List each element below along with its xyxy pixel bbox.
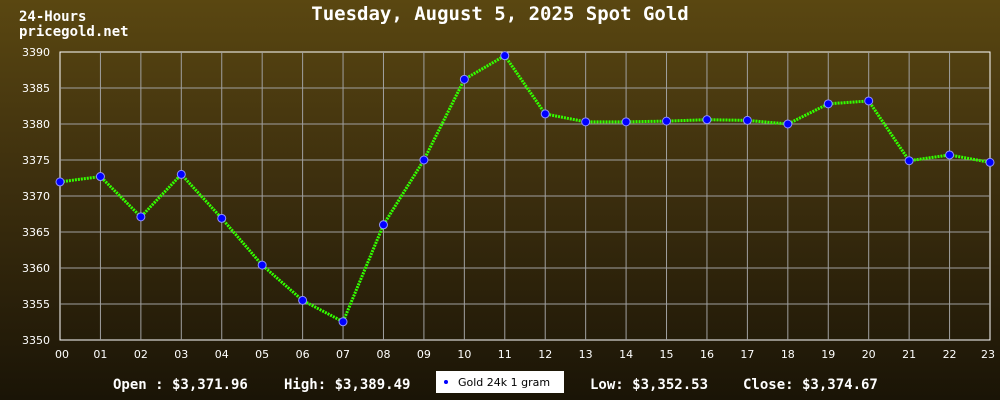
x-tick-label: 22	[943, 348, 957, 361]
x-tick-label: 14	[619, 348, 633, 361]
x-tick-label: 09	[417, 348, 431, 361]
site-label: pricegold.net	[19, 24, 129, 40]
data-point-marker	[419, 155, 429, 165]
x-tick-label: 05	[255, 348, 269, 361]
data-point-marker	[581, 117, 591, 127]
close-stat: Close: $3,374.67	[743, 377, 878, 393]
data-point-marker	[298, 295, 308, 305]
x-tick-label: 12	[538, 348, 552, 361]
open-stat: Open : $3,371.96	[113, 377, 248, 393]
data-point-marker	[500, 51, 510, 61]
low-stat: Low: $3,352.53	[590, 377, 709, 393]
x-tick-label: 08	[376, 348, 390, 361]
data-point-marker	[702, 115, 712, 125]
x-tick-label: 07	[336, 348, 350, 361]
legend-marker-swatch	[444, 380, 448, 384]
data-point-marker	[540, 109, 550, 119]
x-tick-label: 03	[174, 348, 188, 361]
period-label: 24-Hours	[19, 9, 87, 25]
y-tick-label: 3360	[22, 262, 50, 275]
x-tick-label: 21	[902, 348, 916, 361]
x-tick-label: 17	[740, 348, 754, 361]
data-point-marker	[985, 157, 995, 167]
data-point-marker	[95, 172, 105, 182]
legend-series-label: Gold 24k 1 gram	[458, 375, 551, 389]
data-point-marker	[378, 220, 388, 230]
x-tick-label: 16	[700, 348, 714, 361]
y-tick-label: 3370	[22, 190, 50, 203]
chart-legend: Gold 24k 1 gram	[436, 371, 564, 393]
y-tick-label: 3390	[22, 46, 50, 59]
y-tick-label: 3350	[22, 334, 50, 347]
data-point-marker	[742, 115, 752, 125]
data-point-marker	[459, 74, 469, 84]
high-stat: High: $3,389.49	[284, 377, 411, 393]
x-tick-label: 11	[498, 348, 512, 361]
data-point-marker	[257, 260, 267, 270]
y-tick-label: 3385	[22, 82, 50, 95]
x-tick-label: 04	[215, 348, 229, 361]
data-point-marker	[783, 119, 793, 129]
data-point-marker	[217, 213, 227, 223]
x-tick-label: 18	[781, 348, 795, 361]
data-point-marker	[136, 212, 146, 222]
data-point-marker	[864, 96, 874, 106]
chart-title: Tuesday, August 5, 2025 Spot Gold	[311, 3, 689, 25]
x-tick-label: 02	[134, 348, 148, 361]
x-tick-label: 23	[981, 348, 995, 361]
series-layer	[55, 51, 995, 327]
x-tick-label: 10	[457, 348, 471, 361]
data-point-marker	[621, 117, 631, 127]
series-line-gold	[59, 54, 991, 324]
x-tick-label: 06	[296, 348, 310, 361]
x-tick-label: 15	[660, 348, 674, 361]
y-tick-label: 3355	[22, 298, 50, 311]
x-tick-label: 20	[862, 348, 876, 361]
data-point-marker	[945, 150, 955, 160]
data-point-marker	[55, 177, 65, 187]
y-tick-label: 3375	[22, 154, 50, 167]
chart-header-info: 24-Hours pricegold.net	[19, 10, 129, 40]
y-tick-label: 3380	[22, 118, 50, 131]
x-tick-label: 01	[93, 348, 107, 361]
x-tick-label: 00	[55, 348, 69, 361]
axis-labels: 00 01 02 03 04 05 06 07 08 09 10 11 12 13 14 15 16 17 18 19…	[22, 46, 995, 361]
data-point-marker	[823, 99, 833, 109]
data-point-marker	[176, 169, 186, 179]
data-point-marker	[338, 317, 348, 327]
y-tick-label: 3365	[22, 226, 50, 239]
data-point-marker	[904, 156, 914, 166]
data-point-marker	[662, 116, 672, 126]
x-tick-label: 19	[821, 348, 835, 361]
x-tick-label: 13	[579, 348, 593, 361]
